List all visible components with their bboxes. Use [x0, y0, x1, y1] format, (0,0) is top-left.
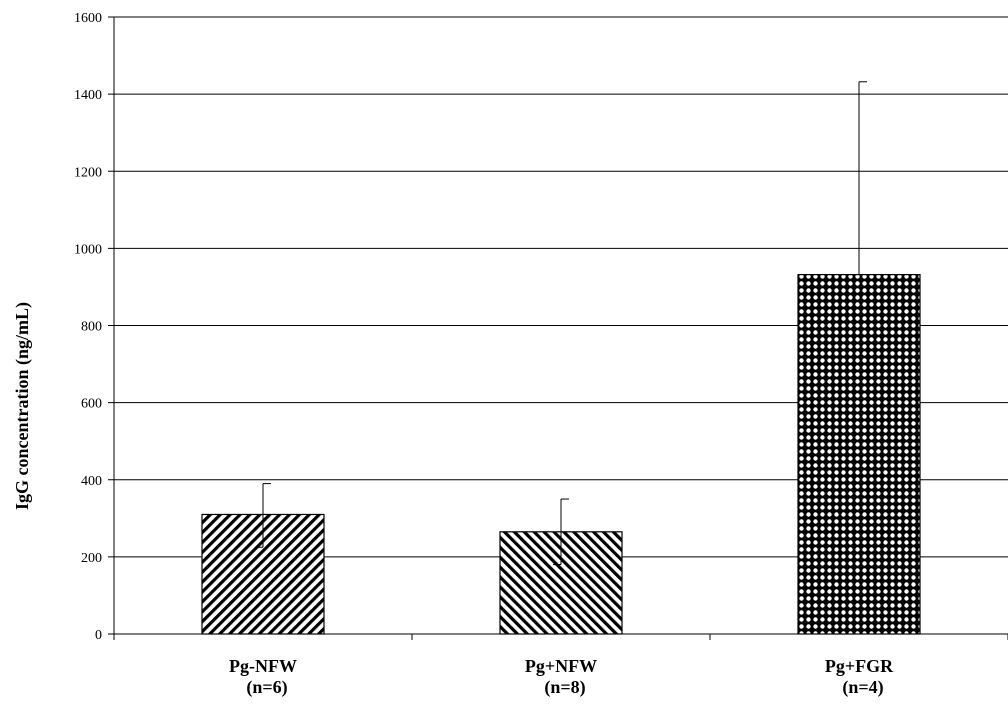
y-tick-label: 800 [81, 320, 102, 335]
bars [201, 273, 921, 635]
x-category-n: (n=6) [246, 677, 287, 698]
x-category-name: Pg+NFW [525, 656, 597, 676]
y-tick-label: 600 [81, 397, 102, 412]
x-category-labels: Pg-NFW(n=6) Pg+NFW(n=8) Pg+FGR(n=4) [229, 656, 894, 698]
y-tick-label: 1000 [74, 242, 102, 257]
y-tick-label: 200 [81, 551, 102, 566]
x-category-n: (n=8) [544, 677, 585, 698]
y-tick-label: 1400 [74, 88, 102, 103]
x-category-name: Pg+FGR [825, 656, 894, 676]
y-tick-label: 1200 [74, 165, 102, 180]
error-bars [255, 81, 867, 566]
y-tick-labels: 0 200 400 600 800 1000 1200 1400 1600 [74, 11, 102, 643]
y-axis-title: IgG concentration (ng/mL) [12, 302, 33, 510]
bar-pg-fgr [797, 273, 921, 635]
y-tick-label: 0 [95, 628, 102, 643]
x-category-name: Pg-NFW [229, 656, 297, 676]
x-category-n: (n=4) [842, 677, 883, 698]
y-tick-label: 1600 [74, 11, 102, 26]
y-tick-label: 400 [81, 474, 102, 489]
gridlines [114, 16, 1008, 558]
